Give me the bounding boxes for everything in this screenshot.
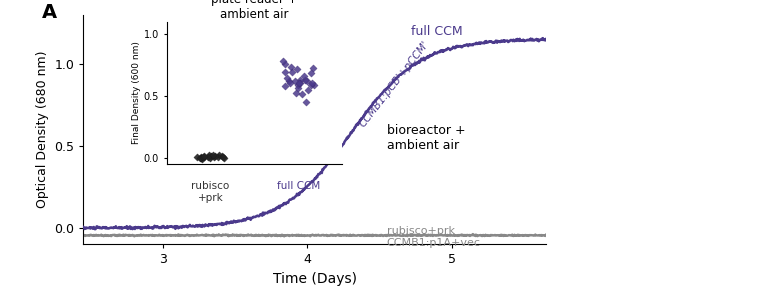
X-axis label: Time (Days): Time (Days) <box>273 272 356 286</box>
Text: rubisco+prk
CCMB1:p1A+vec: rubisco+prk CCMB1:p1A+vec <box>387 226 481 248</box>
Text: CCMB1:pCB'+pCCM': CCMB1:pCB'+pCCM' <box>358 39 431 129</box>
Y-axis label: Optical Density (680 nm): Optical Density (680 nm) <box>36 51 49 208</box>
Text: bioreactor +
ambient air: bioreactor + ambient air <box>387 124 465 152</box>
Text: full CCM: full CCM <box>412 25 463 38</box>
Text: A: A <box>42 4 57 22</box>
